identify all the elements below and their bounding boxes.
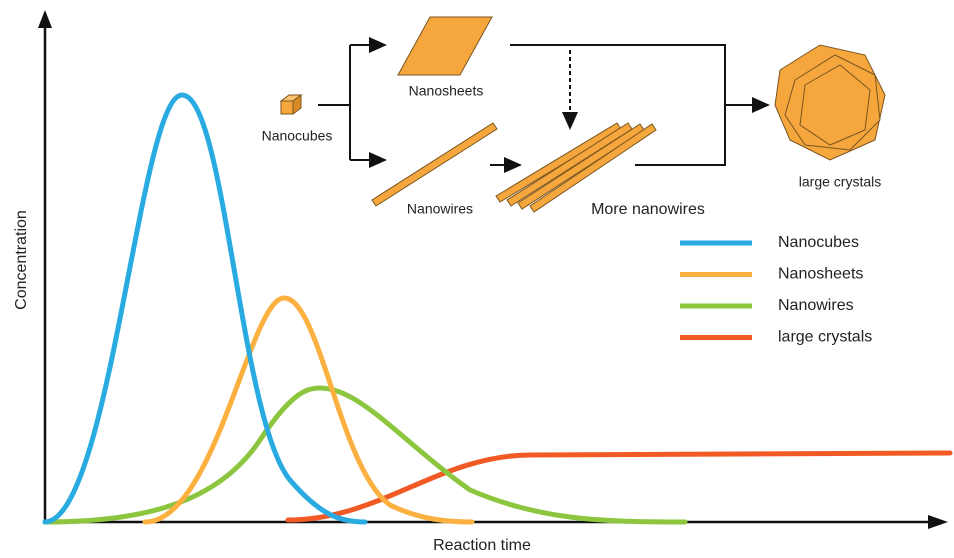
node-label: Nanocubes	[262, 128, 333, 144]
node-label: Nanosheets	[409, 83, 484, 99]
y-axis-label: Concentration	[13, 210, 30, 310]
legend-label: Nanowires	[778, 297, 854, 314]
x-axis-label: Reaction time	[433, 537, 531, 554]
nanowire	[372, 123, 497, 206]
large-crystal	[775, 45, 885, 160]
x-arrow	[928, 515, 948, 529]
legend: Nanocubes Nanosheets Nanowires large crysta…	[680, 234, 872, 346]
nanosheet	[398, 17, 492, 75]
cube	[281, 95, 301, 114]
node-label: More nanowires	[591, 201, 705, 218]
diagram: Reaction time Concentration Nanocubes Na…	[0, 0, 954, 558]
legend-label: Nanocubes	[778, 234, 859, 251]
legend-label: Nanosheets	[778, 266, 863, 283]
y-arrow	[38, 10, 52, 28]
more-nanowires	[496, 123, 656, 212]
node-label: Nanowires	[407, 201, 473, 217]
legend-label: large crystals	[778, 329, 872, 346]
node-label: large crystals	[799, 174, 881, 190]
curve	[145, 298, 472, 522]
curve	[288, 453, 950, 520]
